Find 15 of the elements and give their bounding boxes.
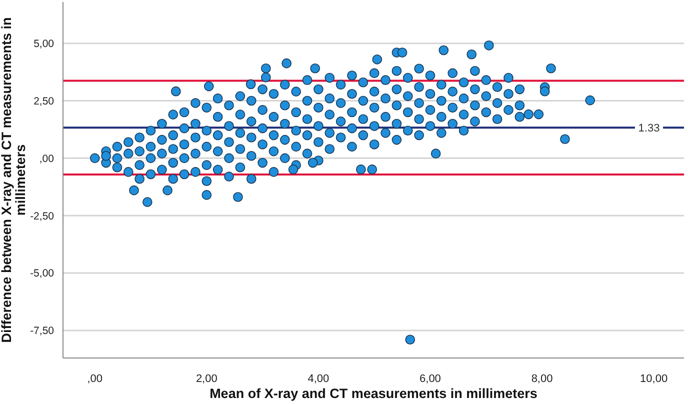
y-tick-label: -5,00 [30,268,54,280]
x-tick-label: 2,00 [196,372,218,385]
x-tick-label: 6,00 [420,372,441,385]
y-tick-label: ,00 [39,152,54,165]
x-tick-label: 4,00 [308,372,330,385]
y-tick-label: -7,50 [30,325,54,338]
ref-line-label: 1.33 [638,122,660,135]
x-tick-label: 10,00 [640,372,668,385]
x-tick-label: ,00 [87,372,103,385]
y-tick-label: 5,00 [34,38,54,50]
x-axis-title: Mean of X-ray and CT measurements in millimeters [210,386,538,401]
y-tick-label: -2,50 [30,210,54,222]
y-tick-label: 2,50 [34,95,54,108]
x-tick-label: 8,00 [531,372,553,385]
y-axis-title: Difference between X-ray and CT measurements in millimeters [0,17,28,343]
